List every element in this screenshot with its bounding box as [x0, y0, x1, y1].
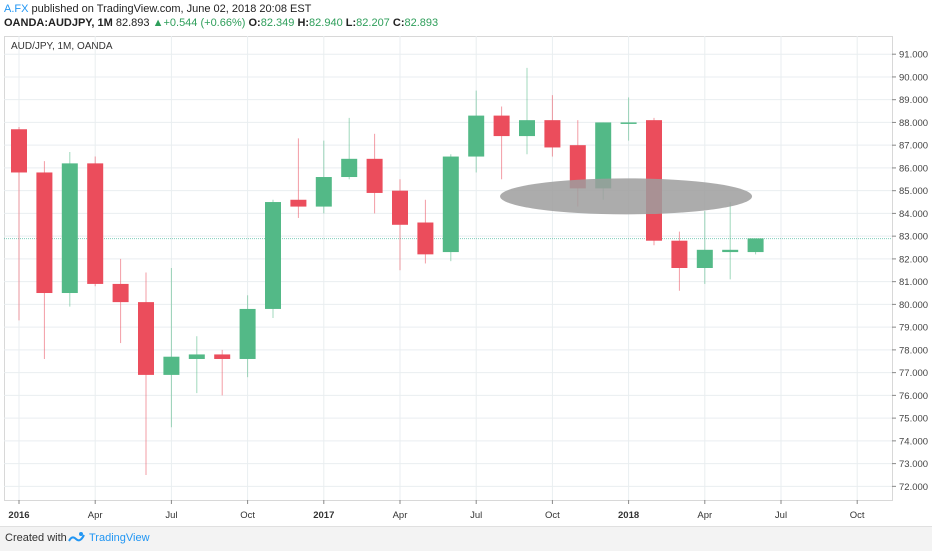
y-tick-label: 86.000 [899, 163, 928, 174]
candle-body [747, 238, 764, 253]
candle-body [417, 222, 434, 255]
low-label: L: [345, 17, 357, 29]
candle-body [239, 308, 256, 359]
y-tick-label: 88.000 [899, 118, 928, 129]
x-tick-label: Oct [850, 510, 865, 521]
change-value: +0.544 (+0.66%) [163, 17, 246, 29]
tradingview-brand-link[interactable]: TradingView [89, 532, 150, 544]
footer-bar: Created with TradingView [0, 526, 932, 551]
candle-body [341, 158, 358, 178]
high-label: H: [297, 17, 310, 29]
candle-body [468, 115, 485, 157]
candlestick-chart[interactable]: 72.000 73.000 74.000 75.000 76.000 77.000 78.0… [4, 36, 930, 524]
x-tick-label: 2016 [8, 510, 29, 521]
y-tick-label: 82.000 [899, 254, 928, 265]
y-tick-label: 91.000 [899, 50, 928, 61]
candle-body [87, 163, 104, 284]
candle-body [671, 240, 688, 268]
x-tick-label: Apr [393, 510, 408, 521]
candle-body [188, 354, 205, 359]
y-tick-label: 84.000 [899, 209, 928, 220]
y-tick-label: 79.000 [899, 323, 928, 334]
candle-body [112, 283, 129, 303]
up-triangle-icon: ▲ [152, 17, 164, 29]
candle-body [569, 145, 586, 189]
x-tick-label: Jul [470, 510, 482, 521]
close-value: 82.893 [404, 17, 439, 29]
x-tick-label: Oct [545, 510, 560, 521]
y-tick-label: 76.000 [899, 391, 928, 402]
candle-body [722, 249, 739, 253]
close-label: C: [392, 17, 405, 29]
candle-body [61, 163, 78, 294]
y-tick-label: 83.000 [899, 232, 928, 243]
candle-body [11, 129, 27, 173]
candle-body [36, 172, 53, 294]
tradingview-logo-icon [68, 531, 86, 548]
y-tick-label: 74.000 [899, 436, 928, 447]
y-tick-label: 80.000 [899, 300, 928, 311]
time-axis: 2016 Apr Jul Oct 2017 Apr Jul Oct 2018 Apr Jul Oct [8, 500, 865, 521]
candle-body [620, 122, 637, 124]
y-tick-label: 90.000 [899, 72, 928, 83]
author-link[interactable]: A.FX [4, 3, 29, 15]
x-tick-label: Apr [88, 510, 103, 521]
candle-body [265, 202, 281, 309]
published-text: published on TradingView.com, June 02, 2… [28, 3, 312, 15]
y-tick-label: 81.000 [899, 277, 928, 288]
candle-body [290, 199, 307, 207]
x-tick-label: 2017 [313, 510, 334, 521]
candle-body [595, 122, 612, 189]
created-with-text: Created with [5, 532, 67, 544]
price-axis: 72.000 73.000 74.000 75.000 76.000 77.000 78.0… [892, 50, 928, 493]
candle-body [366, 158, 383, 193]
high-value: 82.940 [309, 17, 343, 29]
candle-body [696, 249, 713, 268]
candle-body [214, 354, 231, 359]
candle-body [138, 302, 154, 375]
candle-body [392, 190, 408, 225]
publish-header: A.FX published on TradingView.com, June … [4, 2, 311, 16]
open-value: 82.349 [260, 17, 295, 29]
y-tick-label: 85.000 [899, 186, 928, 197]
x-tick-label: Jul [165, 510, 177, 521]
x-tick-label: Oct [240, 510, 255, 521]
candle-body [519, 120, 535, 137]
chart-title: AUD/JPY, 1M, OANDA [11, 41, 113, 52]
candle-body [493, 115, 510, 137]
annotation-layer [500, 178, 753, 215]
y-tick-label: 78.000 [899, 345, 928, 356]
y-tick-label: 89.000 [899, 95, 928, 106]
y-tick-label: 72.000 [899, 482, 928, 493]
last-price: 82.893 [115, 17, 150, 29]
y-tick-label: 73.000 [899, 459, 928, 470]
chart-frame[interactable]: 72.000 73.000 74.000 75.000 76.000 77.000 78.0… [4, 36, 930, 529]
x-tick-label: Jul [775, 510, 787, 521]
candle-body [163, 356, 180, 375]
ohlc-bar: OANDA:AUDJPY, 1M 82.893 ▲+0.544 (+0.66%)… [4, 16, 438, 30]
y-tick-label: 87.000 [899, 141, 928, 152]
symbol-label: OANDA:AUDJPY, 1M [4, 17, 113, 29]
x-tick-label: Apr [697, 510, 712, 521]
open-label: O: [248, 17, 261, 29]
candle-body [544, 120, 561, 148]
y-tick-label: 77.000 [899, 368, 928, 379]
y-tick-label: 75.000 [899, 414, 928, 425]
x-tick-label: 2018 [618, 510, 639, 521]
candle-body [315, 177, 332, 207]
plot-area [4, 36, 893, 501]
candle-body [442, 156, 459, 253]
highlight-ellipse [500, 178, 753, 215]
low-value: 82.207 [356, 17, 390, 29]
